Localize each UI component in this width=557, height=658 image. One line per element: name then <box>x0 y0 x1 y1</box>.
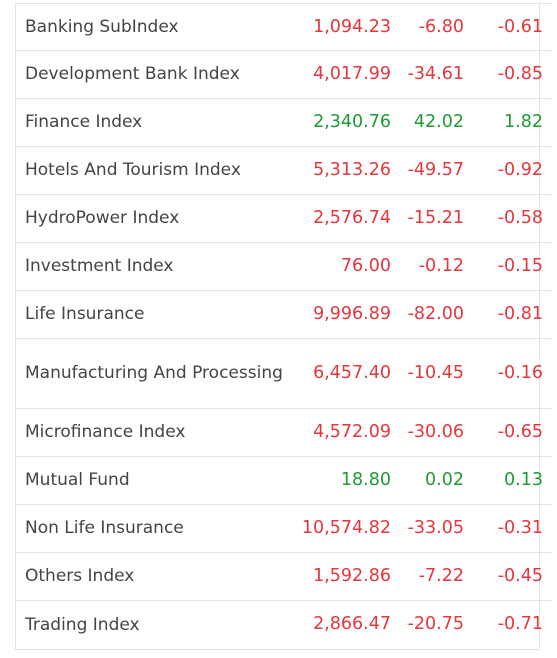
index-percent-change: -0.85 <box>464 50 552 99</box>
index-percent-change: -0.92 <box>464 146 552 195</box>
index-name: Manufacturing And Processing <box>16 338 300 409</box>
table-row[interactable]: Hotels And Tourism Index 5,313.26 -49.57… <box>16 146 552 195</box>
table-row[interactable]: Microfinance Index 4,572.09 -30.06 -0.65 <box>16 408 552 457</box>
index-value: 9,996.89 <box>300 290 391 339</box>
index-value: 10,574.82 <box>300 504 391 553</box>
index-value: 2,576.74 <box>300 194 391 243</box>
index-name: HydroPower Index <box>16 194 300 243</box>
index-name: Finance Index <box>16 98 300 147</box>
index-name: Mutual Fund <box>16 456 300 505</box>
index-name: Microfinance Index <box>16 408 300 457</box>
index-change: -30.06 <box>391 408 464 457</box>
index-percent-change: -0.81 <box>464 290 552 339</box>
table-row[interactable]: Non Life Insurance 10,574.82 -33.05 -0.3… <box>16 504 552 553</box>
table-row[interactable]: Banking SubIndex 1,094.23 -6.80 -0.61 <box>16 3 552 51</box>
index-name: Others Index <box>16 552 300 601</box>
table-row[interactable]: Investment Index 76.00 -0.12 -0.15 <box>16 242 552 291</box>
table-row[interactable]: Manufacturing And Processing 6,457.40 -1… <box>16 338 552 409</box>
table-row[interactable]: Others Index 1,592.86 -7.22 -0.45 <box>16 552 552 601</box>
index-change: -82.00 <box>391 290 464 339</box>
index-change: -33.05 <box>391 504 464 553</box>
index-name: Banking SubIndex <box>16 3 300 51</box>
table-row[interactable]: Trading Index 2,866.47 -20.75 -0.71 <box>16 600 552 649</box>
index-value: 76.00 <box>300 242 391 291</box>
sub-indices-table-container: Banking SubIndex 1,094.23 -6.80 -0.61 De… <box>15 3 552 650</box>
index-change: -10.45 <box>391 338 464 409</box>
index-value: 4,017.99 <box>300 50 391 99</box>
table-row[interactable]: HydroPower Index 2,576.74 -15.21 -0.58 <box>16 194 552 243</box>
index-name: Trading Index <box>16 600 300 649</box>
table-row[interactable]: Development Bank Index 4,017.99 -34.61 -… <box>16 50 552 99</box>
index-percent-change: -0.45 <box>464 552 552 601</box>
table-row[interactable]: Mutual Fund 18.80 0.02 0.13 <box>16 456 552 505</box>
index-percent-change: 1.82 <box>464 98 552 147</box>
index-change: -15.21 <box>391 194 464 243</box>
index-name: Life Insurance <box>16 290 300 339</box>
index-percent-change: -0.16 <box>464 338 552 409</box>
index-value: 18.80 <box>300 456 391 505</box>
index-value: 1,094.23 <box>300 3 391 51</box>
index-value: 5,313.26 <box>300 146 391 195</box>
index-value: 6,457.40 <box>300 338 391 409</box>
index-change: -20.75 <box>391 600 464 649</box>
index-name: Non Life Insurance <box>16 504 300 553</box>
index-percent-change: -0.61 <box>464 3 552 51</box>
index-change: -0.12 <box>391 242 464 291</box>
table-row[interactable]: Finance Index 2,340.76 42.02 1.82 <box>16 98 552 147</box>
index-percent-change: 0.13 <box>464 456 552 505</box>
index-change: -49.57 <box>391 146 464 195</box>
index-change: -6.80 <box>391 3 464 51</box>
index-name: Investment Index <box>16 242 300 291</box>
sub-indices-table-body: Banking SubIndex 1,094.23 -6.80 -0.61 De… <box>16 3 552 649</box>
index-change: -7.22 <box>391 552 464 601</box>
index-change: 0.02 <box>391 456 464 505</box>
index-value: 2,340.76 <box>300 98 391 147</box>
index-percent-change: -0.65 <box>464 408 552 457</box>
index-change: 42.02 <box>391 98 464 147</box>
index-value: 1,592.86 <box>300 552 391 601</box>
index-percent-change: -0.71 <box>464 600 552 649</box>
sub-indices-table: Banking SubIndex 1,094.23 -6.80 -0.61 De… <box>16 3 552 649</box>
index-change: -34.61 <box>391 50 464 99</box>
index-percent-change: -0.58 <box>464 194 552 243</box>
index-value: 4,572.09 <box>300 408 391 457</box>
table-row[interactable]: Life Insurance 9,996.89 -82.00 -0.81 <box>16 290 552 339</box>
index-percent-change: -0.31 <box>464 504 552 553</box>
index-name: Hotels And Tourism Index <box>16 146 300 195</box>
index-name: Development Bank Index <box>16 50 300 99</box>
index-percent-change: -0.15 <box>464 242 552 291</box>
index-value: 2,866.47 <box>300 600 391 649</box>
